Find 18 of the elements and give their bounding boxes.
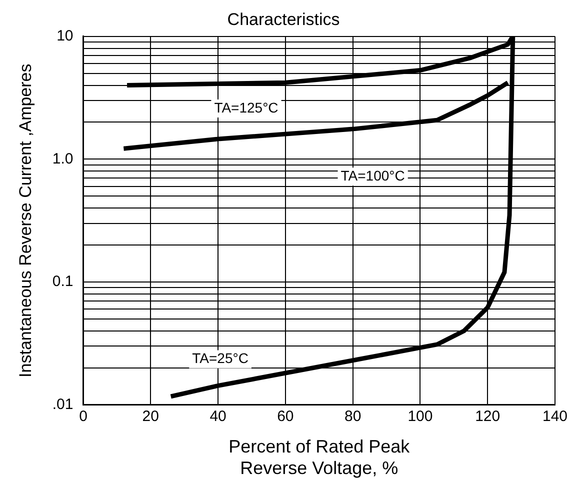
x-tick-label: 60: [277, 408, 294, 425]
text: TA=100°C: [340, 167, 405, 184]
x-tick-label: 20: [142, 408, 159, 425]
x-tick-label: 140: [542, 408, 568, 425]
x-tick-label: 80: [344, 408, 362, 425]
y-axis-title: Instantaneous Reverse Current ,Amperes: [16, 64, 35, 378]
y-tick-label: .01: [52, 396, 74, 413]
x-tick-label: 40: [210, 408, 226, 425]
x-tick-label: 0: [79, 408, 88, 425]
chart-title: Characteristics: [227, 10, 340, 29]
series-label: TA=125°C: [214, 99, 278, 116]
x-tick-label: 120: [475, 408, 500, 425]
y-tick-label: 10: [56, 28, 74, 45]
x-tick-label: 100: [408, 408, 433, 425]
x-axis-title: Percent of Rated Peak Reverse Voltage, %: [228, 436, 411, 478]
y-tick-label: 1.0: [52, 150, 74, 168]
series-label: TA=25°C: [192, 350, 248, 366]
y-tick-label: 0.1: [52, 273, 74, 290]
